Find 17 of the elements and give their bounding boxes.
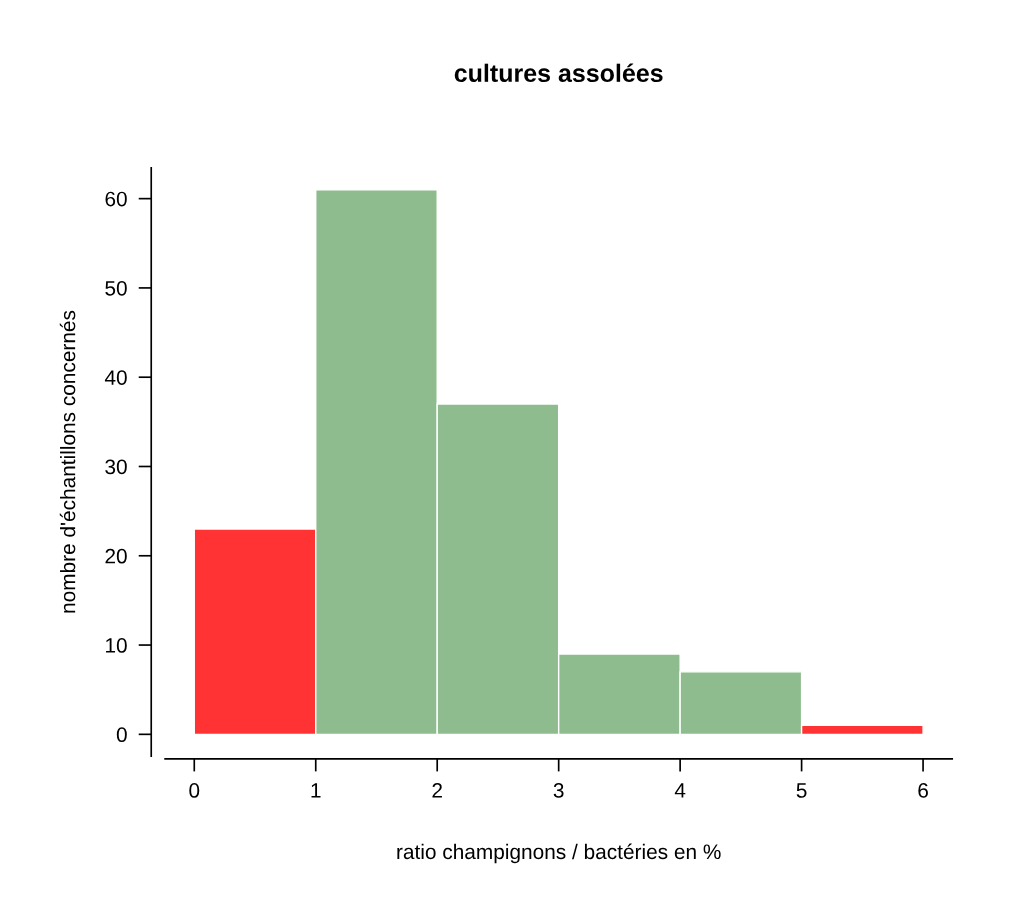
y-tick-label: 50 [105,280,127,296]
x-axis-title: ratio champignons / bactéries en % [397,843,721,864]
x-tick-label: 6 [918,783,928,798]
y-axis-title: nombre d'échantillons concernés [59,310,76,613]
x-tick-label: 5 [796,783,807,798]
y-tick-label: 0 [116,727,127,743]
y-tick-label: 20 [105,548,127,564]
x-tick-label: 4 [674,783,686,798]
y-tick-label: 40 [104,370,127,385]
x-tick-label: 1 [311,783,321,798]
chart-title: cultures assolées [454,63,663,83]
x-tick-label: 3 [553,783,564,798]
y-tick-label: 10 [106,638,127,653]
y-tick-label: 60 [105,191,127,207]
x-tick-label: 0 [189,783,200,798]
y-tick-label: 30 [105,459,127,475]
x-tick-label: 2 [432,783,442,798]
